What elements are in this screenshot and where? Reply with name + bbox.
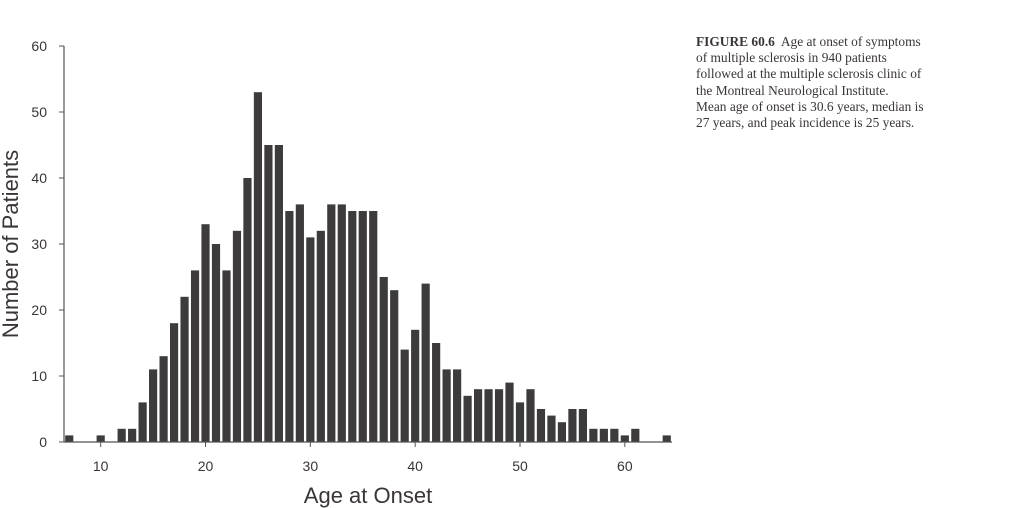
bar-age-35 bbox=[358, 211, 367, 442]
bar-age-28 bbox=[285, 211, 294, 442]
bar-age-49 bbox=[505, 382, 514, 442]
y-tick-label: 0 bbox=[39, 434, 47, 450]
bar-age-48 bbox=[494, 389, 504, 442]
y-tick-label: 10 bbox=[31, 368, 47, 384]
bar-age-44 bbox=[453, 369, 462, 442]
bar-age-45 bbox=[463, 395, 472, 442]
figure-caption: FIGURE 60.6 Age at onset of symptoms of m… bbox=[696, 34, 1008, 131]
bar-age-39 bbox=[400, 349, 409, 442]
caption-line: of multiple sclerosis in 940 patients bbox=[696, 50, 887, 66]
caption-line: the Montreal Neurological Institute. bbox=[696, 82, 889, 98]
bar-age-34 bbox=[348, 211, 357, 442]
x-tick-label: 20 bbox=[198, 458, 214, 474]
bar-age-38 bbox=[390, 290, 399, 442]
x-tick-label: 30 bbox=[303, 458, 319, 474]
caption-line: Mean age of onset is 30.6 years, median … bbox=[696, 98, 924, 114]
bar-age-25 bbox=[253, 92, 263, 442]
x-tick-label: 10 bbox=[93, 458, 109, 474]
bar-age-46 bbox=[473, 389, 483, 442]
bar-age-30 bbox=[306, 237, 315, 442]
x-axis-title: Age at Onset bbox=[304, 483, 432, 508]
x-tick-label: 50 bbox=[512, 458, 528, 474]
bar-age-47 bbox=[484, 389, 493, 442]
bar-age-37 bbox=[379, 277, 388, 442]
bar-age-53 bbox=[547, 415, 556, 442]
bar-age-55 bbox=[568, 409, 577, 442]
bar-age-27 bbox=[274, 145, 283, 442]
caption-text: Age at onset of symptoms bbox=[780, 34, 921, 49]
x-axis-ticks: 10 20 30 40 50 60 bbox=[93, 442, 633, 474]
caption-line: FIGURE 60.6 Age at onset of symptoms bbox=[696, 34, 1008, 50]
bar-age-13 bbox=[128, 428, 137, 442]
bar-age-54 bbox=[557, 422, 567, 442]
bar-age-18 bbox=[180, 296, 189, 442]
bar-age-43 bbox=[442, 369, 451, 442]
caption-line: followed at the multiple sclerosis clini… bbox=[696, 66, 922, 82]
bar-age-52 bbox=[536, 409, 546, 442]
y-tick-label: 20 bbox=[31, 302, 47, 318]
bar-age-24 bbox=[243, 178, 252, 442]
y-tick-label: 60 bbox=[31, 38, 47, 54]
bar-age-17 bbox=[169, 323, 179, 442]
bar-age-10 bbox=[96, 435, 105, 442]
bar-age-57 bbox=[589, 428, 598, 442]
bar-age-14 bbox=[138, 402, 147, 442]
bar-age-50 bbox=[515, 402, 525, 442]
bar-age-20 bbox=[201, 224, 210, 442]
bar-age-42 bbox=[432, 343, 441, 442]
bar-age-64 bbox=[662, 435, 671, 442]
y-axis-ticks: 0 10 20 30 40 50 60 bbox=[31, 38, 64, 450]
bar-age-36 bbox=[369, 211, 378, 442]
bar-age-61 bbox=[631, 428, 640, 442]
bar-age-40 bbox=[411, 329, 420, 442]
bar-age-33 bbox=[337, 204, 346, 442]
y-tick-label: 40 bbox=[31, 170, 47, 186]
bar-age-15 bbox=[149, 369, 158, 442]
bar-age-22 bbox=[222, 270, 231, 442]
bar-age-56 bbox=[578, 409, 587, 442]
y-tick-label: 30 bbox=[31, 236, 47, 252]
bar-age-29 bbox=[295, 204, 304, 442]
bar-age-41 bbox=[421, 283, 430, 442]
caption-line: 27 years, and peak incidence is 25 years… bbox=[696, 115, 915, 131]
bar-age-58 bbox=[599, 428, 608, 442]
y-axis-title: Number of Patients bbox=[0, 150, 23, 338]
figure-label: FIGURE 60.6 bbox=[696, 34, 775, 49]
y-tick-label: 50 bbox=[31, 104, 47, 120]
bar-age-59 bbox=[610, 428, 619, 442]
bar-age-21 bbox=[211, 244, 221, 442]
bar-age-60 bbox=[620, 435, 629, 442]
bar-age-26 bbox=[264, 145, 273, 442]
bar-age-51 bbox=[526, 389, 535, 442]
bar-age-23 bbox=[232, 230, 242, 442]
bar-age-12 bbox=[117, 428, 126, 442]
bar-age-16 bbox=[159, 356, 168, 442]
bar-age-7 bbox=[65, 435, 74, 442]
x-tick-label: 40 bbox=[407, 458, 423, 474]
bar-age-32 bbox=[327, 204, 336, 442]
bar-series bbox=[65, 92, 671, 442]
x-tick-label: 60 bbox=[617, 458, 633, 474]
bar-age-31 bbox=[316, 230, 325, 442]
bar-age-19 bbox=[190, 270, 200, 442]
